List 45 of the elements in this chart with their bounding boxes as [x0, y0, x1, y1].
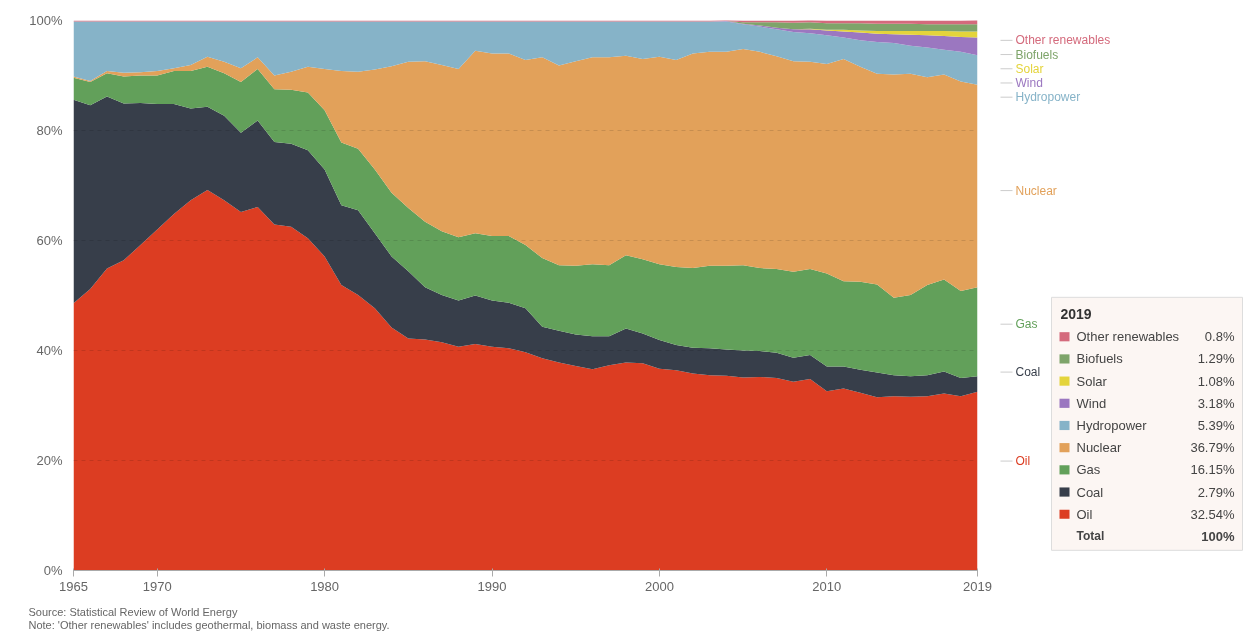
x-tick-label: 1990 [477, 578, 507, 594]
text: 2.79% [1197, 484, 1235, 500]
y-tick-label: 20% [36, 453, 63, 468]
source-note: Source: Statistical Review of World Energy [28, 605, 238, 618]
text: Total [1076, 529, 1105, 544]
legend-label: Gas [1076, 462, 1101, 478]
legend-label: Wind [1076, 395, 1107, 411]
legend-label: Other renewables [1076, 329, 1180, 345]
text: 3.18% [1197, 395, 1235, 411]
text: 16.15% [1190, 462, 1235, 478]
text: Other renewables [1015, 33, 1111, 48]
text: 100% [1201, 528, 1235, 544]
text: Wind [1015, 75, 1043, 90]
x-tick-label: 2019 [963, 578, 992, 594]
y-tick-label: 80% [36, 123, 63, 138]
x-tick-label: 1965 [59, 578, 88, 594]
text: 32.54% [1190, 506, 1235, 522]
y-tick-label: 0% [43, 563, 63, 578]
text: Nuclear [1015, 183, 1057, 198]
legend-label: Solar [1076, 373, 1108, 389]
text: 1.29% [1197, 351, 1235, 367]
x-tick-label: 1980 [310, 578, 340, 594]
legend-label: Oil [1076, 506, 1093, 522]
x-tick-label: 2010 [812, 578, 842, 594]
text: 0.8% [1204, 329, 1235, 345]
x-tick-label: 2000 [644, 578, 674, 594]
y-tick-label: 40% [36, 343, 63, 358]
x-tick-label: 1970 [142, 578, 172, 594]
legend-label: Biofuels [1076, 351, 1124, 367]
legend-label: Nuclear [1076, 440, 1122, 456]
y-tick-label: 60% [36, 233, 63, 248]
text: Solar [1015, 61, 1044, 76]
text: Gas [1015, 317, 1038, 332]
text: Note: 'Other renewables' includes geothermal, biomass and waste energy. [28, 618, 390, 631]
y-tick-label: 100% [29, 13, 63, 28]
text: Oil [1015, 454, 1031, 469]
text: 5.39% [1197, 417, 1235, 433]
text: 36.79% [1190, 440, 1235, 456]
text: Biofuels [1015, 47, 1059, 62]
legend-label: Hydropower [1076, 417, 1148, 433]
legend-label: Coal [1076, 484, 1104, 500]
text: Hydropower [1015, 90, 1081, 105]
text: Coal [1015, 365, 1041, 380]
text: 1.08% [1197, 373, 1235, 389]
legend-title: 2019 [1060, 305, 1092, 322]
